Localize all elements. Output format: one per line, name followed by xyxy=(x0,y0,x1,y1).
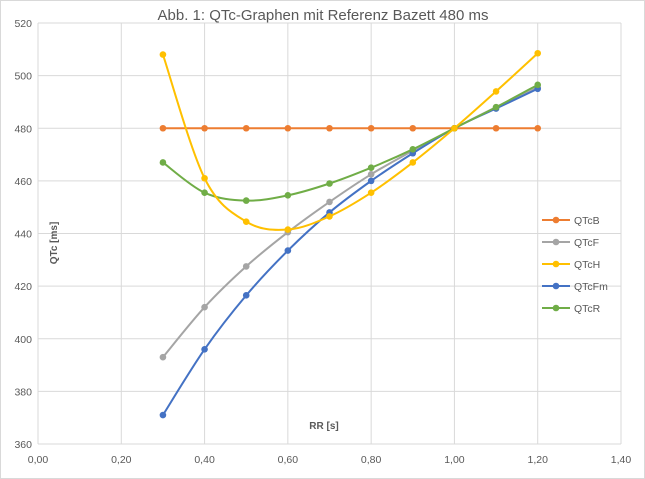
x-tick-label: 0,40 xyxy=(194,454,215,466)
y-tick-label: 380 xyxy=(14,386,32,398)
legend-marker xyxy=(552,238,560,246)
legend-label: QTcB xyxy=(574,215,600,227)
legend-marker xyxy=(552,304,560,312)
data-point xyxy=(201,345,208,353)
series-qtcr xyxy=(159,81,542,204)
series-line-qtch xyxy=(161,52,539,231)
data-point xyxy=(326,124,333,132)
legend-item-qtch: QTcH xyxy=(542,259,600,271)
data-point xyxy=(367,189,375,197)
y-axis-label: QTc [ms] xyxy=(49,222,60,265)
data-point xyxy=(326,213,333,220)
data-point xyxy=(159,353,167,361)
data-point xyxy=(284,192,292,199)
x-tick-label: 0,60 xyxy=(278,454,299,466)
data-point xyxy=(451,124,458,132)
legend-marker xyxy=(552,282,560,290)
y-tick-label: 400 xyxy=(14,334,32,346)
data-point xyxy=(242,218,250,225)
y-tick-label: 360 xyxy=(14,439,32,451)
legend-label: QTcH xyxy=(574,259,600,271)
series-qtcf xyxy=(159,84,542,361)
x-tick-label: 0,80 xyxy=(361,454,382,466)
series-qtcb xyxy=(159,124,542,132)
y-axis-ticks: 360 380 400 420 440 460 480 500 520 xyxy=(14,18,32,451)
data-point xyxy=(409,124,417,132)
x-tick-label: 0,00 xyxy=(28,454,49,466)
data-point xyxy=(534,49,542,57)
x-tick-label: 1,00 xyxy=(444,454,465,466)
data-point xyxy=(242,124,250,132)
series-group xyxy=(159,49,542,419)
legend: QTcB QTcF QTcH QTcFm QTcR xyxy=(542,215,608,315)
data-point xyxy=(534,124,542,132)
legend-label: QTcR xyxy=(574,303,601,315)
data-point xyxy=(326,198,333,206)
legend-item-qtcb: QTcB xyxy=(542,215,600,227)
x-tick-label: 1,40 xyxy=(611,454,632,466)
chart-title: Abb. 1: QTc-Graphen mit Referenz Bazett … xyxy=(158,7,489,24)
data-point xyxy=(326,180,333,187)
y-tick-label: 520 xyxy=(14,18,32,30)
data-point xyxy=(492,88,500,95)
data-point xyxy=(284,247,292,254)
data-point xyxy=(367,170,375,178)
x-tick-label: 0,20 xyxy=(111,454,132,466)
data-point xyxy=(242,292,250,299)
data-point xyxy=(159,124,167,132)
legend-item-qtcr: QTcR xyxy=(542,303,601,315)
data-point xyxy=(242,263,250,270)
x-axis-ticks: 0,00 0,20 0,40 0,60 0,80 1,00 1,20 1,40 xyxy=(28,454,632,466)
legend-item-qtcf: QTcF xyxy=(542,237,599,249)
legend-marker xyxy=(552,216,560,224)
series-line-qtcr xyxy=(162,83,539,202)
y-tick-label: 500 xyxy=(14,71,32,83)
y-tick-label: 460 xyxy=(14,176,32,188)
data-point xyxy=(159,159,167,166)
data-point xyxy=(367,177,375,185)
data-point xyxy=(159,411,167,419)
x-tick-label: 1,20 xyxy=(527,454,548,466)
series-line-qtcfm xyxy=(162,87,539,416)
legend-label: QTcF xyxy=(574,237,599,249)
data-point xyxy=(284,226,292,233)
y-tick-label: 480 xyxy=(14,123,32,135)
data-point xyxy=(201,174,208,182)
data-point xyxy=(242,197,250,204)
data-point xyxy=(367,164,375,172)
legend-item-qtcfm: QTcFm xyxy=(542,281,608,293)
series-qtcfm xyxy=(159,85,542,419)
data-point xyxy=(284,124,292,132)
data-point xyxy=(367,124,375,132)
data-point xyxy=(409,159,417,166)
data-point xyxy=(492,124,500,132)
data-point xyxy=(159,51,167,58)
data-point xyxy=(201,189,208,197)
data-point xyxy=(201,303,208,311)
y-tick-label: 420 xyxy=(14,281,32,293)
legend-marker xyxy=(552,260,560,268)
data-point xyxy=(534,81,542,89)
series-qtch xyxy=(159,49,542,233)
x-axis-label: RR [s] xyxy=(309,421,338,432)
y-tick-label: 440 xyxy=(14,229,32,241)
data-point xyxy=(492,103,500,111)
legend-label: QTcFm xyxy=(574,281,608,293)
data-point xyxy=(201,124,208,132)
data-point xyxy=(409,146,417,153)
